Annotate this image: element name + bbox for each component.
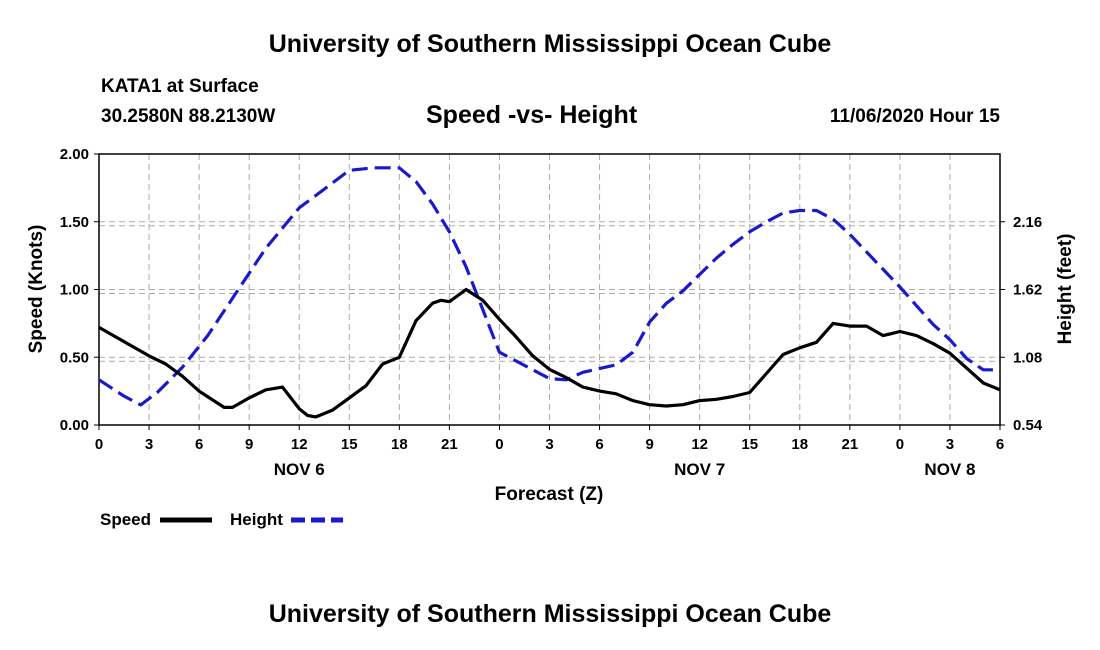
x-tick-label: 9 [645, 436, 653, 453]
x-tick-label: 21 [441, 436, 458, 453]
run-time-label: 11/06/2020 Hour 15 [829, 106, 1000, 127]
x-tick-label: 18 [791, 436, 808, 453]
legend-height-label: Height [230, 510, 283, 529]
x-tick-label: 12 [691, 436, 708, 453]
x-tick-label: 15 [741, 436, 758, 453]
legend-speed-label: Speed [100, 510, 151, 529]
series-lines [98, 166, 1001, 419]
x-day-label: NOV 8 [924, 460, 975, 479]
x-tick-label: 0 [896, 436, 904, 453]
x-tick-label: 3 [145, 436, 153, 453]
legend: Speed Height [100, 510, 343, 529]
x-tick-label: 18 [391, 436, 408, 453]
y2-tick-label: 2.16 [1013, 214, 1042, 231]
coordinates-label: 30.2580N 88.2130W [101, 106, 276, 127]
y2-tick-label: 0.54 [1013, 417, 1043, 434]
x-day-label: NOV 7 [674, 460, 725, 479]
x-tick-label: 6 [996, 436, 1004, 453]
y-axis-label: Speed (Knots) [26, 225, 47, 354]
y-tick-label: 2.00 [60, 146, 89, 163]
x-tick-label: 3 [946, 436, 954, 453]
y-tick-label: 0.00 [60, 417, 89, 434]
x-day-label: NOV 6 [274, 460, 325, 479]
y-tick-label: 1.00 [60, 282, 89, 299]
y2-tick-label: 1.62 [1013, 282, 1042, 299]
header-title: University of Southern Mississippi Ocean… [268, 30, 832, 58]
footer-title: University of Southern Mississippi Ocean… [268, 600, 832, 628]
x-tick-label: 0 [95, 436, 103, 453]
y-tick-label: 0.50 [60, 349, 89, 366]
y-tick-label: 1.50 [60, 214, 89, 231]
x-tick-label: 6 [195, 436, 203, 453]
y2-tick-label: 1.08 [1013, 349, 1042, 366]
x-tick-label: 15 [341, 436, 358, 453]
chart-title: Speed -vs- Height [426, 101, 638, 129]
x-tick-label: 21 [841, 436, 858, 453]
x-tick-label: 9 [245, 436, 253, 453]
x-tick-label: 12 [291, 436, 308, 453]
grid [99, 154, 1000, 425]
y2-axis-label: Height (feet) [1055, 234, 1076, 345]
x-tick-label: 3 [545, 436, 553, 453]
speed-series-line [98, 287, 1001, 419]
height-series-line [98, 166, 1000, 407]
x-tick-label: 6 [595, 436, 603, 453]
x-axis-label: Forecast (Z) [495, 484, 604, 505]
axis-ticks: 0 3 6 9 12 15 18 21 0 3 6 9 12 15 18 21 0 3 6 NOV 6 NOV 7 NOV… [60, 146, 1043, 479]
x-tick-label: 0 [495, 436, 503, 453]
station-label: KATA1 at Surface [101, 76, 259, 97]
